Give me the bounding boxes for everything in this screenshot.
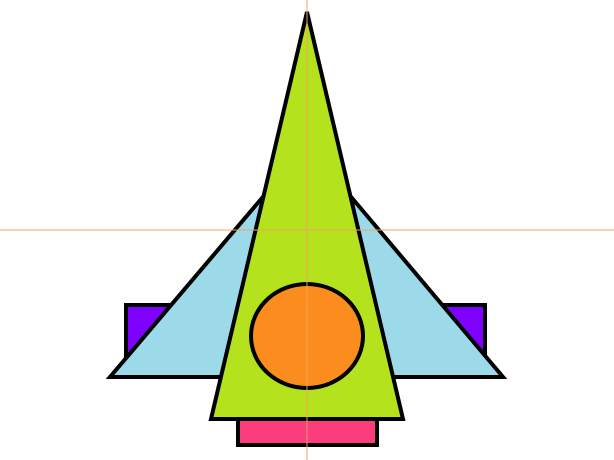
rocket-drawing bbox=[0, 0, 614, 460]
drawing-canvas bbox=[0, 0, 614, 460]
